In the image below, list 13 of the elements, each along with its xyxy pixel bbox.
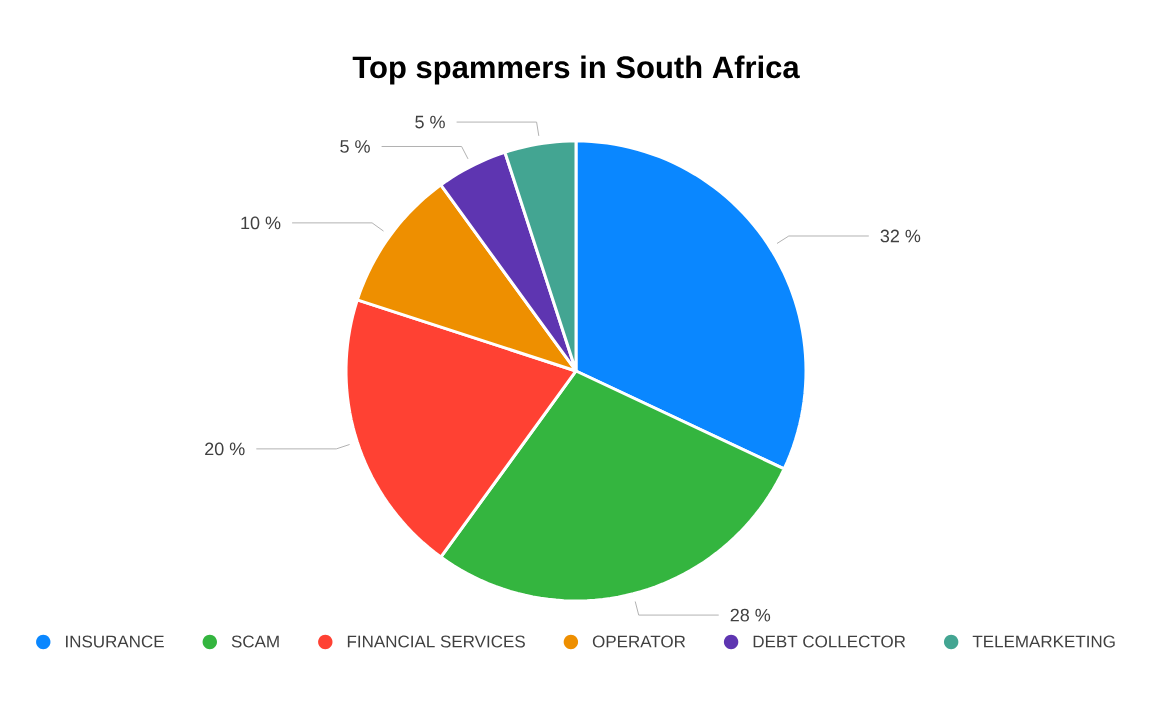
- legend-label: INSURANCE: [66, 635, 164, 648]
- data-label: 28 %: [730, 608, 771, 622]
- legend-label: OPERATOR: [592, 635, 686, 648]
- legend-label: DEBT COLLECTOR: [753, 635, 906, 648]
- data-label: 20 %: [205, 442, 245, 456]
- data-label: 5 %: [415, 115, 445, 129]
- chart-title: Top spammers in South Africa: [352, 55, 800, 85]
- legend-label: TELEMARKETING: [972, 635, 1115, 648]
- data-label: 5 %: [340, 140, 370, 153]
- data-label: 32 %: [880, 229, 921, 243]
- legend-label: FINANCIAL SERVICES: [347, 635, 525, 648]
- legend-label: SCAM: [231, 635, 279, 648]
- data-label: 10 %: [241, 216, 281, 230]
